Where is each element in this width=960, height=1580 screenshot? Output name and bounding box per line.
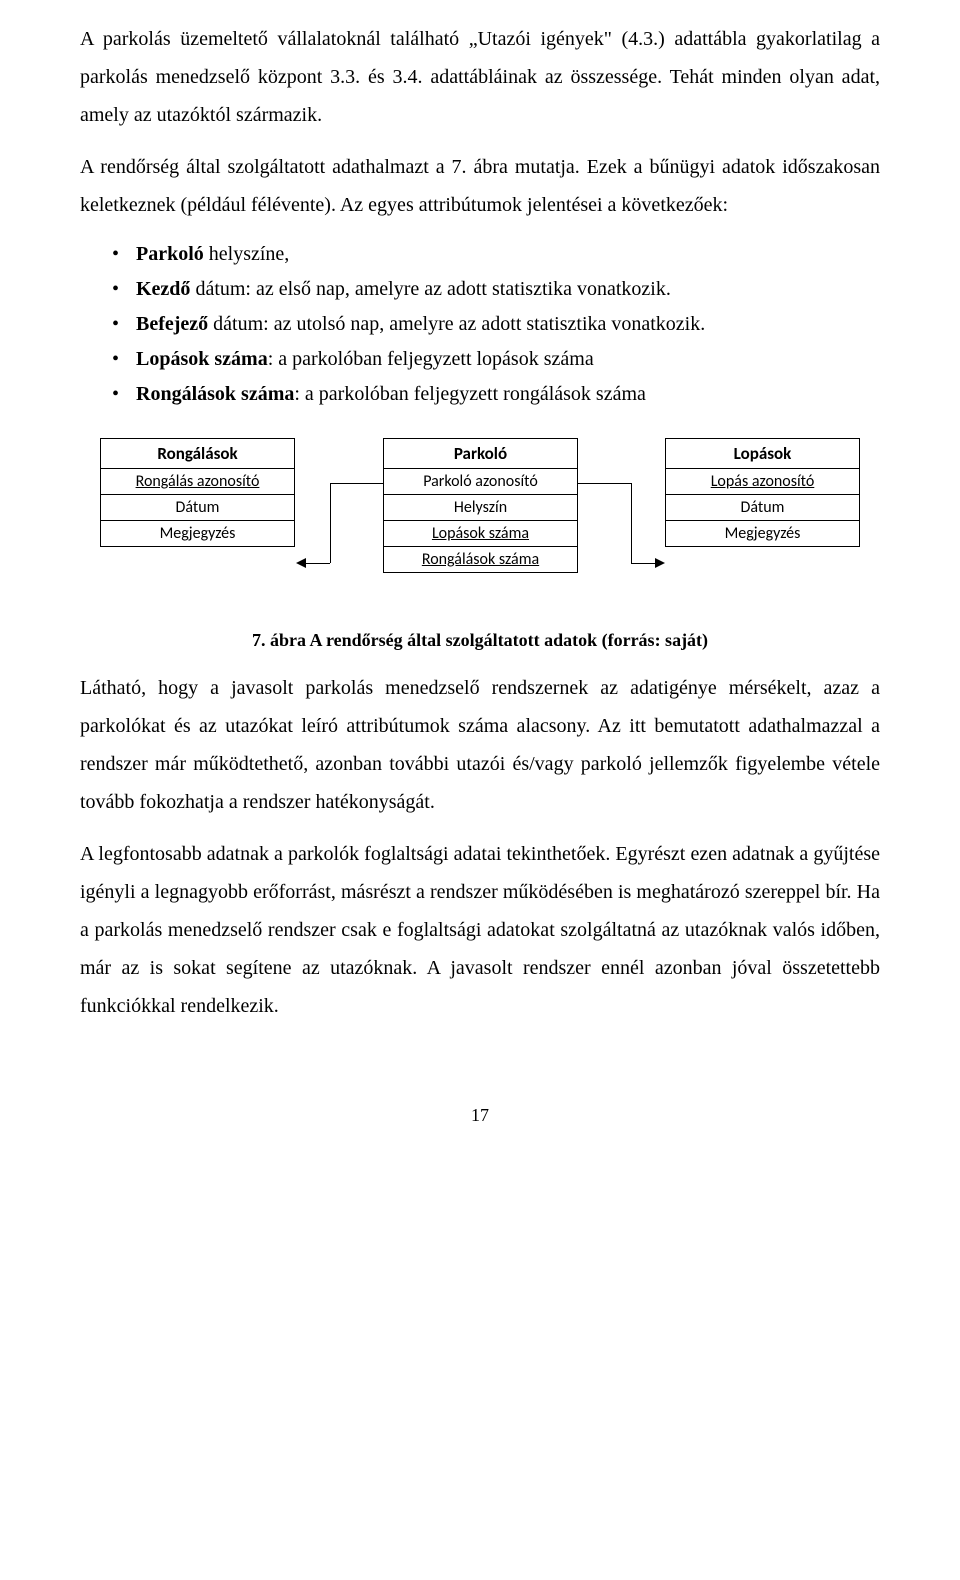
connector-line	[631, 483, 632, 563]
list-item: Lopások száma: a parkolóban feljegyzett …	[80, 343, 880, 375]
entity-parkolo: Parkoló Parkoló azonosító Helyszín Lopás…	[383, 438, 578, 573]
document-page: A parkolás üzemeltető vállalatoknál talá…	[0, 0, 960, 1146]
paragraph-1: A parkolás üzemeltető vállalatoknál talá…	[80, 20, 880, 134]
list-item-rest: : a parkolóban feljegyzett lopások száma	[268, 348, 594, 370]
entity-row: Rongálások száma	[383, 547, 578, 573]
entity-lopasok: Lopások Lopás azonosító Dátum Megjegyzés	[665, 438, 860, 547]
entity-row: Parkoló azonosító	[383, 469, 578, 495]
entity-row: Megjegyzés	[665, 521, 860, 547]
entity-rongalasok: Rongálások Rongálás azonosító Dátum Megj…	[100, 438, 295, 547]
list-item-rest: helyszíne,	[204, 243, 290, 265]
arrow-icon	[655, 558, 665, 568]
figure-caption: 7. ábra A rendőrség által szolgáltatott …	[80, 630, 880, 651]
arrow-icon	[296, 558, 306, 568]
entity-row: Helyszín	[383, 495, 578, 521]
entity-header: Lopások	[665, 438, 860, 469]
er-diagram: Rongálások Rongálás azonosító Dátum Megj…	[100, 428, 860, 618]
connector-line	[305, 563, 330, 564]
list-item: Kezdő dátum: az első nap, amelyre az ado…	[80, 273, 880, 305]
attribute-list: Parkoló helyszíne, Kezdő dátum: az első …	[80, 238, 880, 410]
list-item-bold: Lopások száma	[136, 348, 268, 370]
entity-header: Parkoló	[383, 438, 578, 469]
entity-row: Lopás azonosító	[665, 469, 860, 495]
entity-row: Dátum	[665, 495, 860, 521]
connector-line	[578, 483, 631, 484]
paragraph-4: A legfontosabb adatnak a parkolók foglal…	[80, 835, 880, 1025]
list-item: Parkoló helyszíne,	[80, 238, 880, 270]
list-item-bold: Kezdő	[136, 278, 190, 300]
list-item-rest: dátum: az utolsó nap, amelyre az adott s…	[208, 313, 705, 335]
list-item-bold: Rongálások száma	[136, 383, 294, 405]
list-item-bold: Befejező	[136, 313, 208, 335]
list-item-bold: Parkoló	[136, 243, 204, 265]
entity-row: Lopások száma	[383, 521, 578, 547]
entity-row: Dátum	[100, 495, 295, 521]
list-item: Befejező dátum: az utolsó nap, amelyre a…	[80, 308, 880, 340]
entity-header: Rongálások	[100, 438, 295, 469]
list-item-rest: dátum: az első nap, amelyre az adott sta…	[190, 278, 670, 300]
entity-row: Rongálás azonosító	[100, 469, 295, 495]
entity-row: Megjegyzés	[100, 521, 295, 547]
paragraph-3: Látható, hogy a javasolt parkolás menedz…	[80, 669, 880, 821]
connector-line	[631, 563, 656, 564]
er-diagram-container: Rongálások Rongálás azonosító Dátum Megj…	[80, 428, 880, 618]
connector-line	[330, 483, 383, 484]
page-number: 17	[80, 1105, 880, 1126]
paragraph-2: A rendőrség által szolgáltatott adathalm…	[80, 148, 880, 224]
connector-line	[330, 483, 331, 563]
list-item-rest: : a parkolóban feljegyzett rongálások sz…	[294, 383, 646, 405]
list-item: Rongálások száma: a parkolóban feljegyze…	[80, 378, 880, 410]
